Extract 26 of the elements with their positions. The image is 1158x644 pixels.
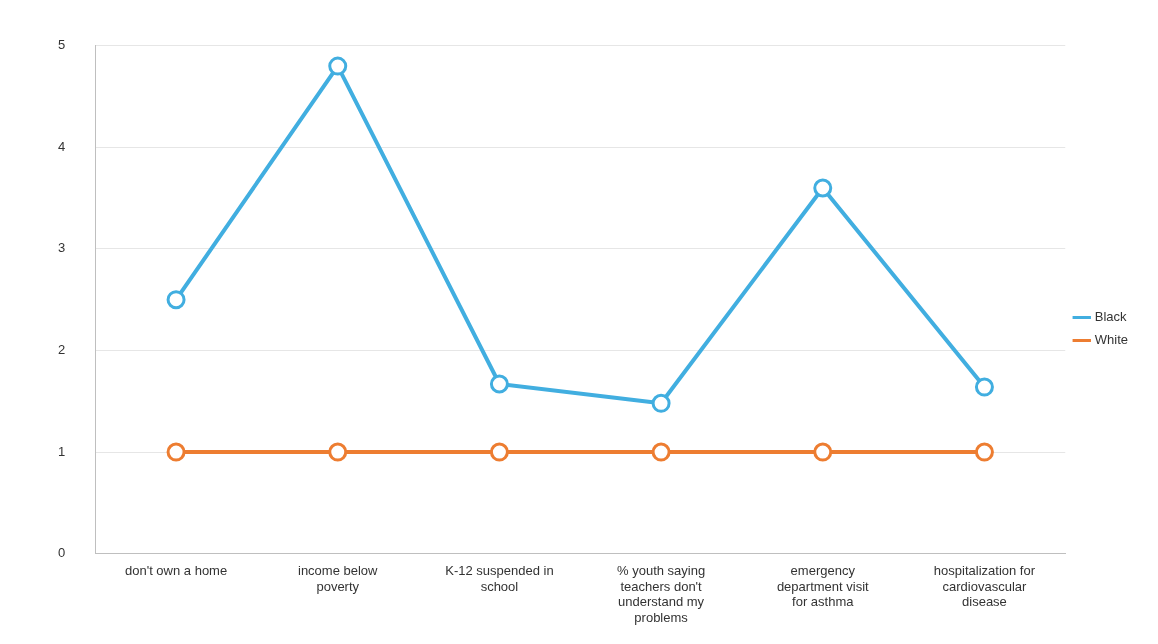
y-tick-label: 5: [58, 37, 66, 53]
point: [974, 442, 994, 462]
x-tick-label: emergency department visit for asthma: [776, 562, 870, 610]
legend-label: White: [1094, 332, 1128, 348]
x-tick-label: don't own a home: [124, 562, 228, 578]
point: [328, 442, 348, 462]
point: [328, 56, 348, 76]
y-tick-label: 3: [58, 240, 66, 256]
y-tick-label: 1: [58, 443, 66, 459]
point: [651, 442, 671, 462]
point: [974, 377, 994, 397]
x-tick-label: hospitalization for cardiovascular disease: [933, 562, 1036, 610]
point: [489, 374, 509, 394]
point: [813, 178, 833, 198]
legend-label: Black: [1094, 309, 1128, 325]
point: [489, 442, 509, 462]
y-tick-label: 0: [58, 545, 66, 561]
point: [813, 442, 833, 462]
y-tick-label: 2: [58, 342, 66, 358]
point: [166, 442, 186, 462]
x-tick-label: % youth saying teachers don't understand my problems: [617, 562, 706, 625]
point: [651, 393, 671, 413]
y-tick-label: 4: [58, 138, 66, 154]
point: [166, 290, 186, 310]
x-tick-label: income below poverty: [297, 562, 379, 594]
x-tick-label: K-12 suspended in school: [445, 562, 554, 594]
